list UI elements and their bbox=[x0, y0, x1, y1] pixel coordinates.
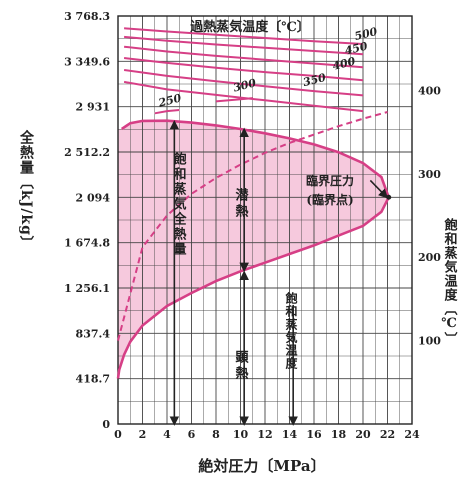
grid bbox=[117, 15, 413, 425]
annotation-sensible: 顕熱 bbox=[233, 350, 249, 382]
y-tick-label: 1 256.1 bbox=[64, 282, 110, 295]
x-tick-label: 14 bbox=[282, 428, 298, 441]
y-axis-label: 全熱量〔kJ/kg〕 bbox=[18, 129, 35, 251]
x-tick-label: 6 bbox=[188, 428, 196, 441]
curve-飽和蒸気全熱量 bbox=[120, 119, 390, 198]
arrow-critical-point bbox=[369, 179, 389, 199]
curve-label: 250 bbox=[156, 91, 183, 109]
annotation-sat-temp: 飽和蒸気温度 bbox=[284, 291, 298, 370]
curve-line-10 bbox=[124, 27, 364, 45]
curve-250 bbox=[154, 109, 180, 115]
curve-label: 400 bbox=[331, 55, 357, 73]
y-tick-label: 3 349.6 bbox=[64, 55, 110, 68]
curve-500 bbox=[123, 45, 364, 69]
y2-axis-label: 飽和蒸気温度〔℃〕 bbox=[441, 217, 458, 346]
curve-line-9 bbox=[124, 35, 364, 56]
x-tick-label: 0 bbox=[114, 428, 122, 441]
x-tick-label: 18 bbox=[331, 428, 347, 441]
annotation-latent: 潜熱 bbox=[233, 187, 249, 220]
x-tick-label: 4 bbox=[163, 428, 171, 441]
x-tick-label: 8 bbox=[212, 428, 220, 441]
y2-tick-label: 400 bbox=[418, 84, 441, 97]
curve-label: 350 bbox=[302, 71, 328, 89]
y-tick-label: 2 512.2 bbox=[64, 146, 110, 159]
curve-label: 500 bbox=[353, 25, 379, 43]
curve-400 bbox=[123, 69, 364, 97]
x-tick-label: 20 bbox=[355, 428, 371, 441]
plot-frame bbox=[117, 15, 413, 425]
y2-tick-label: 200 bbox=[418, 251, 441, 264]
curve-飽和蒸気温度 bbox=[117, 111, 388, 341]
x-tick-label: 16 bbox=[306, 428, 322, 441]
curve-450 bbox=[123, 57, 364, 82]
curve-飽和水全熱量 bbox=[116, 196, 390, 379]
y2-tick-label: 100 bbox=[418, 335, 441, 348]
annotation-critical-line2: (臨界点) bbox=[306, 192, 353, 207]
x-tick-label: 10 bbox=[233, 428, 249, 441]
y-tick-label: 0 bbox=[102, 418, 110, 431]
y-tick-label: 3 768.3 bbox=[64, 10, 110, 23]
x-tick-label: 2 bbox=[139, 428, 147, 441]
critical-point-marker bbox=[386, 194, 392, 200]
y2-tick-label: 300 bbox=[418, 168, 441, 181]
annotation-critical-line1: 臨界圧力 bbox=[306, 173, 354, 188]
y-tick-label: 418.7 bbox=[76, 373, 110, 386]
y-tick-label: 2 094 bbox=[76, 191, 111, 204]
x-tick-label: 12 bbox=[257, 428, 272, 441]
y-tick-label: 837.4 bbox=[76, 327, 111, 340]
x-tick-label: 24 bbox=[404, 428, 420, 441]
x-tick-label: 22 bbox=[380, 428, 395, 441]
curve-label: 450 bbox=[343, 39, 369, 57]
arrows bbox=[169, 120, 389, 426]
x-axis-label: 絶対圧力〔MPa〕 bbox=[198, 457, 325, 475]
two-phase-area bbox=[118, 120, 389, 379]
curve-label: 300 bbox=[232, 76, 258, 94]
two-phase-region-fill bbox=[118, 120, 389, 379]
y-tick-label: 2 931 bbox=[76, 101, 110, 114]
annotation-saturated-total: 飽和蒸気全熱量 bbox=[171, 151, 188, 257]
y-tick-label: 1 674.8 bbox=[64, 237, 110, 250]
curve-350 bbox=[123, 80, 364, 113]
chart-title: 過熱蒸気温度〔℃〕 bbox=[189, 19, 310, 35]
